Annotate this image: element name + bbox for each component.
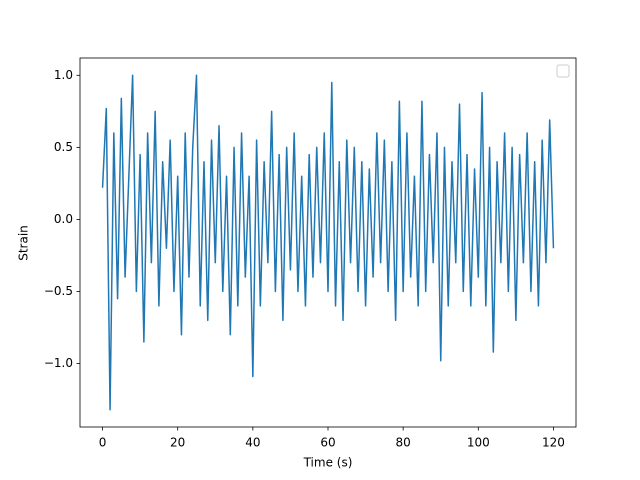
y-tick-label: 0.5 — [54, 140, 73, 154]
y-tick-label: 0.0 — [54, 212, 73, 226]
x-tick-label: 120 — [542, 436, 565, 450]
x-tick-label: 60 — [320, 436, 335, 450]
x-tick-label: 20 — [170, 436, 185, 450]
y-tick-label: −1.0 — [44, 356, 73, 370]
x-tick-label: 100 — [467, 436, 490, 450]
data-line — [101, 74, 555, 411]
x-tick-label: 0 — [99, 436, 107, 450]
y-axis-label: Strain — [17, 225, 31, 261]
y-tick-label: −0.5 — [44, 284, 73, 298]
legend-box — [556, 64, 570, 78]
x-tick-label: 40 — [245, 436, 260, 450]
y-tick-label: 1.0 — [54, 68, 73, 82]
x-tick-label: 80 — [396, 436, 411, 450]
x-axis-label: Time (s) — [303, 456, 353, 470]
